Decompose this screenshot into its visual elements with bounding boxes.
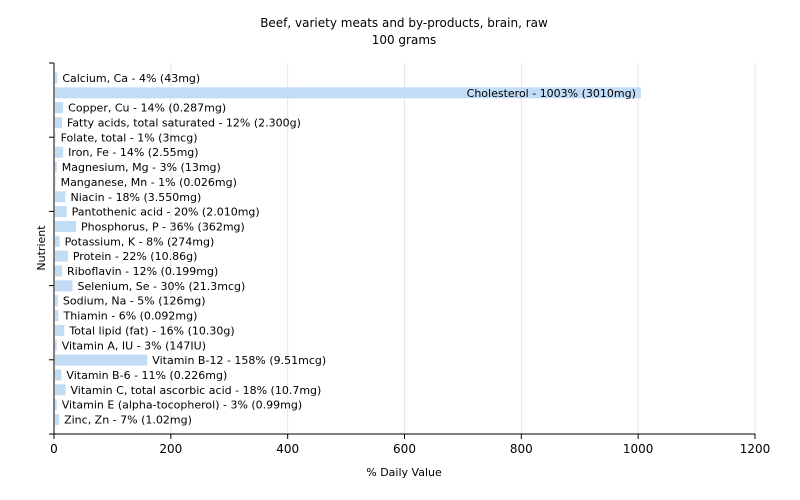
bar-16 [55, 310, 59, 322]
bar-label-23: Zinc, Zn - 7% (1.02mg) [64, 414, 192, 427]
bar-1 [55, 87, 641, 99]
bar-label-12: Protein - 22% (10.86g) [73, 250, 198, 263]
x-tick-label: 800 [510, 442, 533, 456]
bar-label-17: Total lipid (fat) - 16% (10.30g) [68, 324, 234, 337]
bar-0 [55, 72, 58, 84]
bar-7 [55, 176, 56, 188]
bar-label-4: Folate, total - 1% (3mcg) [61, 131, 198, 144]
bar-3 [55, 117, 63, 129]
bar-label-21: Vitamin C, total ascorbic acid - 18% (10… [71, 384, 322, 397]
bar-label-18: Vitamin A, IU - 3% (147IU) [62, 339, 206, 352]
bar-label-2: Copper, Cu - 14% (0.287mg) [68, 102, 226, 115]
x-tick-label: 1200 [740, 442, 771, 456]
bar-18 [55, 339, 57, 351]
bar-label-14: Selenium, Se - 30% (21.3mcg) [78, 280, 246, 293]
bar-label-13: Riboflavin - 12% (0.199mg) [67, 265, 218, 278]
bar-label-9: Pantothenic acid - 20% (2.010mg) [72, 206, 260, 219]
bar-label-16: Thiamin - 6% (0.092mg) [63, 310, 198, 323]
bar-label-1: Cholesterol - 1003% (3010mg) [467, 87, 636, 100]
bar-12 [55, 250, 68, 262]
bar-label-7: Manganese, Mn - 1% (0.026mg) [61, 176, 237, 189]
bar-label-6: Magnesium, Mg - 3% (13mg) [62, 161, 221, 174]
bar-20 [55, 369, 62, 381]
bar-9 [55, 206, 67, 218]
bar-labels: Calcium, Ca - 4% (43mg) Cholesterol - 100… [61, 72, 636, 427]
x-axis-label: % Daily Value [366, 466, 442, 479]
x-ticks: 0 200 400 600 800 1000 1200 [50, 434, 770, 456]
chart-title: Beef, variety meats and by-products, bra… [260, 16, 548, 30]
bar-label-15: Sodium, Na - 5% (126mg) [63, 295, 206, 308]
bar-17 [55, 324, 65, 336]
bar-22 [55, 399, 57, 411]
bar-23 [55, 414, 60, 425]
bar-14 [55, 280, 73, 292]
x-tick-label: 200 [159, 442, 182, 456]
bar-8 [55, 191, 66, 203]
bar-label-22: Vitamin E (alpha-tocopherol) - 3% (0.99m… [62, 399, 302, 412]
y-ticks [49, 62, 54, 435]
bar-10 [55, 220, 77, 232]
bars [55, 72, 641, 425]
bar-label-10: Phosphorus, P - 36% (362mg) [81, 220, 245, 233]
bar-label-8: Niacin - 18% (3.550mg) [71, 191, 202, 204]
bar-15 [55, 295, 58, 307]
bar-2 [55, 102, 64, 114]
gridlines [170, 63, 756, 434]
x-tick-label: 600 [393, 442, 416, 456]
bar-label-19: Vitamin B-12 - 158% (9.51mcg) [152, 354, 326, 367]
bar-11 [55, 235, 60, 247]
bar-4 [55, 131, 56, 143]
bar-21 [55, 384, 66, 396]
x-tick-label: 400 [276, 442, 299, 456]
bar-6 [55, 161, 57, 173]
bar-label-5: Iron, Fe - 14% (2.55mg) [68, 146, 198, 159]
chart-subtitle: 100 grams [372, 33, 437, 47]
y-axis-label: Nutrient [35, 225, 48, 271]
bar-19 [55, 354, 148, 366]
bar-label-20: Vitamin B-6 - 11% (0.226mg) [66, 369, 227, 382]
bar-label-0: Calcium, Ca - 4% (43mg) [62, 72, 200, 85]
x-tick-label: 1000 [623, 442, 654, 456]
x-tick-label: 0 [50, 442, 58, 456]
bar-13 [55, 265, 63, 277]
bar-label-3: Fatty acids, total saturated - 12% (2.30… [67, 117, 301, 130]
bar-label-11: Potassium, K - 8% (274mg) [65, 235, 215, 248]
bar-5 [55, 146, 64, 158]
